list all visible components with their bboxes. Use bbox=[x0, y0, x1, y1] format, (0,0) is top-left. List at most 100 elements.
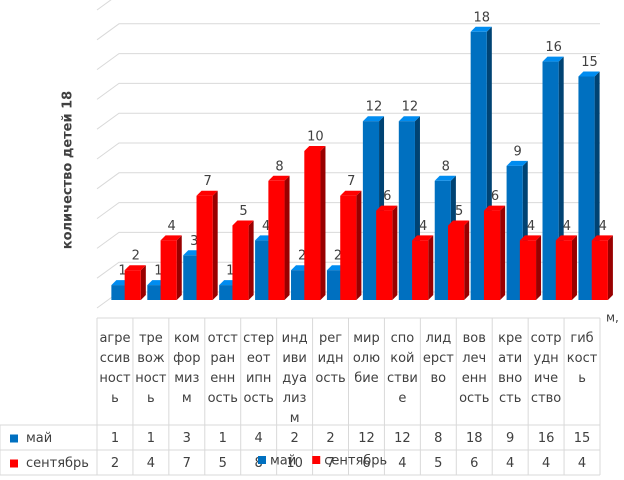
data-label: 2 bbox=[132, 249, 140, 264]
table-cell: 2 bbox=[111, 456, 119, 471]
y-axis-label: количество детей 18 bbox=[61, 91, 76, 249]
bar bbox=[196, 195, 213, 300]
data-label: 10 bbox=[307, 130, 324, 145]
bar-side bbox=[536, 235, 542, 300]
bar bbox=[506, 165, 523, 300]
bar-top bbox=[483, 205, 506, 211]
bar-top bbox=[506, 160, 528, 166]
bar bbox=[111, 285, 128, 300]
bar bbox=[183, 255, 200, 300]
bar-top bbox=[519, 235, 542, 241]
data-label: 12 bbox=[402, 100, 419, 115]
bar-side bbox=[176, 235, 182, 300]
data-label: 6 bbox=[491, 189, 499, 204]
table-cell: 1 bbox=[219, 431, 227, 446]
grid-line bbox=[96, 23, 600, 41]
bar bbox=[147, 285, 164, 300]
bar-side bbox=[464, 220, 470, 300]
table-cell: 12 bbox=[358, 431, 375, 446]
data-label: 6 bbox=[383, 189, 391, 204]
bar-side bbox=[571, 235, 577, 300]
bar bbox=[326, 270, 344, 300]
table-cell: 8 bbox=[434, 431, 442, 446]
bar-top bbox=[268, 175, 290, 181]
data-label: 3 bbox=[190, 234, 198, 249]
data-label: 16 bbox=[545, 40, 562, 55]
data-label: 7 bbox=[347, 174, 355, 189]
bar bbox=[291, 270, 308, 300]
table-cell: 7 bbox=[326, 456, 334, 471]
data-label: 2 bbox=[334, 249, 342, 264]
x-tick-label: рег идн ость bbox=[315, 331, 345, 386]
bar bbox=[412, 240, 429, 300]
bar-side bbox=[392, 205, 398, 300]
grid-line bbox=[96, 53, 600, 71]
legend-key bbox=[10, 459, 18, 468]
bar-top bbox=[340, 190, 362, 196]
data-label: 4 bbox=[527, 219, 535, 234]
x-tick-label: инд иви дуа лиз м bbox=[282, 331, 308, 426]
table-cell: 4 bbox=[542, 456, 550, 471]
bar-top bbox=[542, 56, 564, 62]
table-cell: 5 bbox=[434, 456, 442, 471]
bar bbox=[470, 31, 487, 301]
data-label: 4 bbox=[168, 219, 176, 234]
bar-top bbox=[376, 205, 398, 211]
data-label: 1 bbox=[154, 264, 162, 279]
table-cell: 2 bbox=[326, 431, 334, 446]
data-label: 8 bbox=[275, 159, 283, 174]
table-cell: 1 bbox=[147, 431, 155, 446]
table-cell: 16 bbox=[538, 431, 555, 446]
x-tick-label: кре ати вно сть bbox=[498, 331, 522, 406]
x-axis-label: м, bbox=[606, 311, 619, 325]
legend-label: май bbox=[270, 454, 296, 469]
bar bbox=[340, 195, 357, 300]
bar-side bbox=[320, 146, 326, 300]
data-label: 9 bbox=[514, 144, 522, 159]
bar bbox=[434, 180, 451, 300]
bar bbox=[542, 61, 559, 300]
bar-top bbox=[196, 190, 218, 196]
legend-label: сентябрь bbox=[324, 454, 387, 469]
bar-top bbox=[362, 116, 385, 122]
table-cell: 3 bbox=[183, 431, 191, 446]
table-cell: 4 bbox=[147, 456, 155, 471]
data-label: 5 bbox=[455, 204, 463, 219]
legend-key bbox=[312, 456, 321, 464]
bar bbox=[232, 225, 249, 300]
data-label: 1 bbox=[226, 264, 234, 279]
bar-top bbox=[124, 265, 146, 271]
x-tick-label: вов леч енн ость bbox=[459, 331, 489, 406]
table-cell: 18 bbox=[466, 431, 483, 446]
bar bbox=[376, 210, 393, 300]
grid-line bbox=[96, 0, 112, 11]
bar bbox=[160, 240, 177, 300]
table-cell: 5 bbox=[219, 456, 227, 471]
bar-top bbox=[398, 116, 420, 122]
bar-top bbox=[448, 220, 470, 226]
bar bbox=[555, 240, 572, 300]
bar-top bbox=[232, 220, 254, 226]
table-cell: 4 bbox=[255, 431, 263, 446]
data-label: 8 bbox=[442, 159, 450, 174]
x-tick-label: ком фор миз м bbox=[173, 331, 200, 406]
data-label: 2 bbox=[298, 249, 306, 264]
grid-line bbox=[96, 172, 600, 190]
x-tick-label: тре вож ност ь bbox=[135, 331, 167, 406]
bar bbox=[591, 240, 608, 300]
bar bbox=[219, 285, 236, 300]
data-label: 5 bbox=[239, 204, 247, 219]
data-label: 1 bbox=[118, 264, 126, 279]
data-label: 4 bbox=[262, 219, 270, 234]
bar-top bbox=[591, 235, 613, 241]
bar bbox=[124, 270, 141, 300]
bar-side bbox=[428, 235, 434, 300]
data-label: 7 bbox=[203, 174, 211, 189]
bar-side bbox=[284, 175, 290, 300]
grid-line bbox=[96, 82, 600, 100]
bar bbox=[304, 151, 321, 300]
table-cell: 7 bbox=[183, 456, 191, 471]
bar bbox=[483, 210, 501, 300]
table-cell: 9 bbox=[506, 431, 514, 446]
